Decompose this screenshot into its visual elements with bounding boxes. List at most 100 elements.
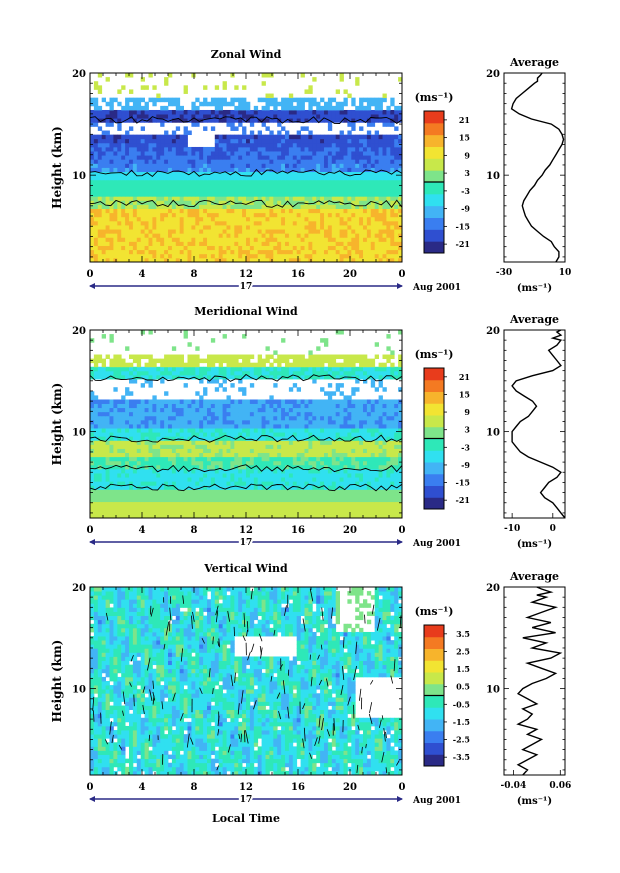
heatmap-cell <box>93 175 99 181</box>
heatmap-cell <box>222 497 227 503</box>
heatmap-cell <box>398 501 403 507</box>
heatmap-cell <box>249 509 255 515</box>
heatmap-cell <box>347 122 352 127</box>
heatmap-cell <box>156 183 161 189</box>
heatmap-cell <box>246 142 251 148</box>
heatmap-cell <box>109 212 114 218</box>
heatmap-cell <box>136 468 142 474</box>
heatmap-cell <box>183 179 188 185</box>
heatmap-cell <box>304 432 309 437</box>
heatmap-cell <box>171 424 177 429</box>
heatmap-cell <box>351 428 356 433</box>
heatmap-cell <box>109 220 114 226</box>
heatmap-cell <box>386 241 391 246</box>
heatmap-cell <box>195 105 200 111</box>
heatmap-cell <box>187 444 192 449</box>
heatmap-cell <box>374 105 379 111</box>
heatmap-cell <box>136 501 142 507</box>
heatmap-cell <box>175 146 181 152</box>
heatmap-cell <box>117 208 122 214</box>
heatmap-cell <box>253 155 259 160</box>
heatmap-cell <box>238 253 243 259</box>
heatmap-cell <box>175 428 181 433</box>
heatmap-cell <box>218 183 223 189</box>
heatmap-cell <box>351 513 356 519</box>
heatmap-cell <box>246 473 251 478</box>
heatmap-cell <box>261 477 266 482</box>
heatmap-cell <box>222 424 227 429</box>
heatmap-cell <box>132 456 138 462</box>
heatmap-cell <box>359 489 364 494</box>
heatmap-cell <box>374 171 379 177</box>
heatmap-cell <box>347 424 352 429</box>
heatmap-cell <box>351 233 356 238</box>
heatmap-cell <box>320 175 325 181</box>
heatmap-cell <box>355 163 360 168</box>
heatmap-cell <box>113 179 118 185</box>
heatmap-cell <box>109 109 114 115</box>
heatmap-cell <box>288 138 294 144</box>
heatmap-cell <box>203 225 208 230</box>
heatmap-cell <box>324 109 329 115</box>
heatmap-cell <box>90 452 95 458</box>
heatmap-cell <box>390 97 395 103</box>
heatmap-cell <box>168 481 173 486</box>
heatmap-cell <box>93 473 99 478</box>
heatmap-cell <box>339 73 344 78</box>
heatmap-cell <box>144 225 149 230</box>
heatmap-cell <box>339 460 344 466</box>
heatmap-cell <box>171 456 177 462</box>
heatmap-cell <box>140 245 145 251</box>
heatmap-cell <box>109 432 114 437</box>
heatmap-cell <box>160 216 165 222</box>
heatmap-cell <box>226 424 231 429</box>
heatmap-cell <box>285 424 290 429</box>
heatmap-cell <box>359 477 364 482</box>
heatmap-cell <box>164 163 169 168</box>
heatmap-cell <box>90 220 95 226</box>
heatmap-cell <box>105 216 110 222</box>
heatmap-cell <box>230 216 235 222</box>
heatmap-cell <box>222 97 227 103</box>
heatmap-cell <box>210 473 216 478</box>
heatmap-cell <box>265 126 270 131</box>
heatmap-cell <box>273 452 278 458</box>
heatmap-cell <box>378 489 383 494</box>
heatmap-cell <box>382 229 387 234</box>
heatmap-cell <box>90 257 95 263</box>
heatmap-cell <box>378 505 383 511</box>
heatmap-cell <box>121 142 126 148</box>
heatmap-cell <box>226 196 231 201</box>
heatmap-cell <box>343 489 348 494</box>
heatmap-cell <box>148 481 153 486</box>
heatmap-cell <box>175 473 181 478</box>
heatmap-cell <box>285 489 290 494</box>
heatmap-cell <box>296 114 301 119</box>
heatmap-cell <box>152 424 157 429</box>
heatmap-cell <box>281 485 286 490</box>
heatmap-cell <box>199 468 204 474</box>
heatmap-cell <box>210 464 216 470</box>
heatmap-cell <box>90 118 95 123</box>
heatmap-cell <box>246 440 251 445</box>
heatmap-cell <box>398 204 403 209</box>
heatmap-cell <box>164 257 169 263</box>
heatmap-cell <box>214 208 220 214</box>
heatmap-cell <box>207 460 212 466</box>
heatmap-cell <box>121 249 126 255</box>
heatmap-cell <box>191 513 196 519</box>
heatmap-cell <box>363 163 368 168</box>
heatmap-cell <box>335 501 340 507</box>
heatmap-cell <box>148 212 153 218</box>
heatmap-cell <box>394 216 399 222</box>
heatmap-cell <box>327 134 333 140</box>
heatmap-cell <box>93 448 99 454</box>
heatmap-cell <box>179 208 184 214</box>
heatmap-cell <box>351 448 356 454</box>
heatmap-cell <box>117 151 122 156</box>
heatmap-cell <box>273 208 278 214</box>
heatmap-cell <box>269 134 274 140</box>
heatmap-cell <box>261 114 266 119</box>
heatmap-cell <box>210 114 216 119</box>
heatmap-cell <box>398 212 403 218</box>
